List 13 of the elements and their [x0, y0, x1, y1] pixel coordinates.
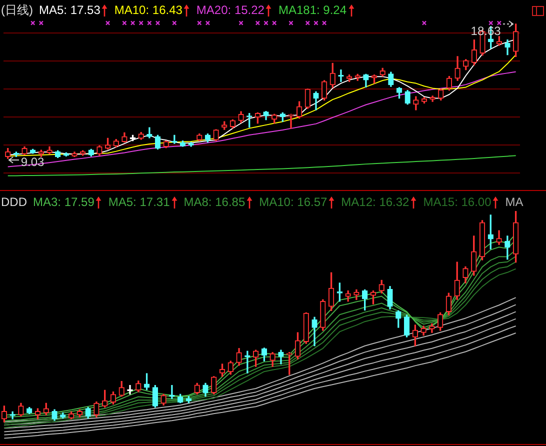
- text: MA10: 16.57: [259, 195, 328, 209]
- text: MA181: 9.24: [278, 3, 347, 17]
- text: MA20: 15.22: [196, 3, 264, 17]
- text: MA5: 17.53: [39, 3, 100, 17]
- text: MA5: 17.31: [108, 195, 170, 209]
- text: MA8: 16.85: [184, 195, 246, 209]
- text: MA3: 17.59: [33, 195, 94, 209]
- chart-title: (日线): [1, 3, 33, 17]
- text: MA10: 16.43: [114, 3, 182, 17]
- text: MA12: 16.32: [341, 195, 410, 209]
- text: MA15: 16.00: [423, 195, 492, 209]
- text: MA: [505, 195, 524, 209]
- chart-title: DDD: [1, 195, 27, 209]
